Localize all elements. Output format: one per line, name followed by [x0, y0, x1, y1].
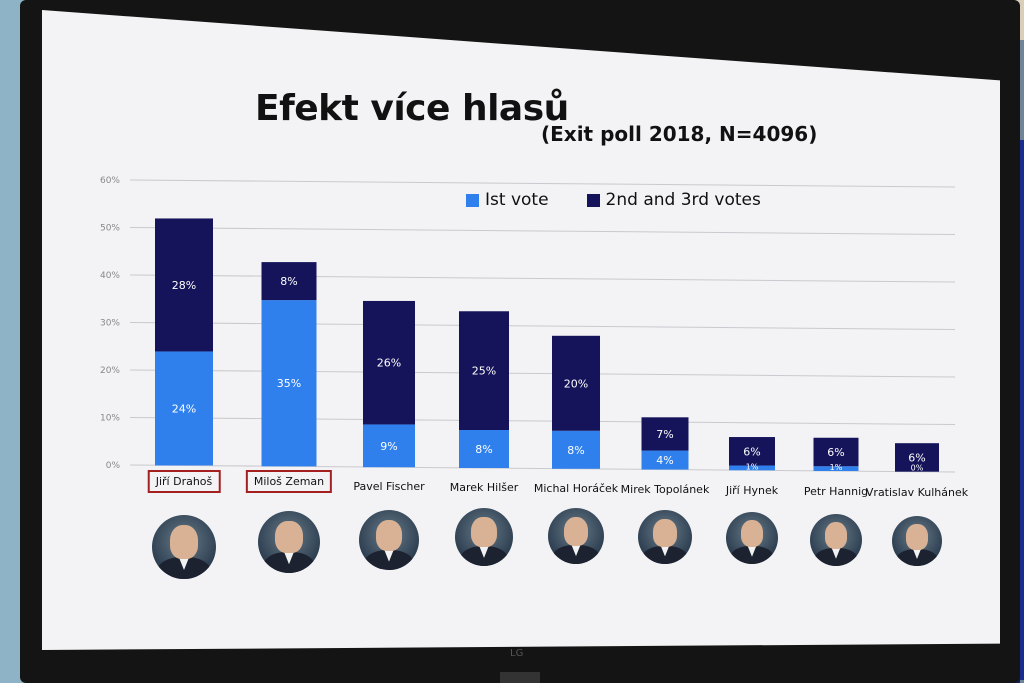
candidate-portrait: [359, 510, 419, 570]
bar-second-third-votes: [895, 443, 939, 472]
chart-subtitle: (Exit poll 2018, N=4096): [541, 122, 818, 146]
bar-value-label-second: 7%: [656, 428, 673, 441]
y-tick-label: 60%: [100, 176, 120, 186]
bar-value-label-first: 1%: [830, 463, 843, 472]
candidate-name-label: Petr Hannig: [803, 485, 869, 498]
bar-value-label-second: 8%: [280, 275, 297, 288]
bar-second-third-votes: [459, 311, 509, 431]
candidate-portrait: [810, 514, 862, 566]
bar-value-label-first: 35%: [277, 377, 301, 390]
legend-item-first: Ist vote: [466, 190, 549, 210]
gridline: [129, 322, 956, 331]
bar-value-label-first: 8%: [475, 443, 492, 456]
gridline: [129, 417, 956, 426]
tv-brand-logo: LG: [510, 648, 524, 659]
bar-second-third-votes: [552, 335, 600, 431]
chart-legend: Ist vote 2nd and 3rd votes: [466, 190, 761, 210]
gridline: [129, 179, 956, 188]
bar-value-label-second: 6%: [827, 446, 844, 459]
y-tick-label: 30%: [100, 319, 120, 329]
bar-first-vote: [641, 450, 689, 470]
y-tick-label: 20%: [100, 366, 120, 376]
bar-second-third-votes: [155, 218, 213, 352]
bar-first-vote: [552, 430, 600, 469]
y-tick-label: 40%: [100, 271, 120, 281]
bar-value-label-first: 24%: [172, 402, 196, 415]
bar-value-label-second: 6%: [908, 451, 925, 464]
tv-stand: [500, 672, 540, 683]
bar-second-third-votes: [261, 262, 317, 301]
candidate-portrait: [548, 508, 604, 564]
bar-value-label-second: 20%: [564, 377, 588, 390]
candidate-portrait: [638, 510, 692, 564]
bar-value-label-first: 8%: [567, 444, 584, 457]
candidate-portrait: [892, 516, 942, 566]
chart-title: Efekt více hlasů: [255, 88, 569, 129]
legend-swatch-first: [466, 193, 479, 207]
candidate-portrait: [455, 508, 513, 566]
candidate-name-label: Jiří Drahoš: [147, 470, 221, 493]
candidate-name-label: Marek Hilšer: [449, 481, 519, 494]
candidate-name-label: Vratislav Kulhánek: [865, 486, 969, 499]
bar-value-label-second: 28%: [172, 279, 196, 292]
gridline: [129, 274, 956, 283]
gridline: [129, 369, 956, 378]
bar-first-vote: [363, 424, 415, 468]
y-tick-label: 0%: [106, 461, 121, 471]
bar-second-third-votes: [641, 417, 689, 451]
candidate-name-label: Pavel Fischer: [353, 480, 425, 493]
bar-value-label-first: 0%: [911, 464, 924, 473]
legend-label-first: Ist vote: [485, 190, 549, 210]
candidate-name-label: Miloš Zeman: [245, 470, 333, 493]
bar-value-label-second: 6%: [743, 445, 760, 458]
candidate-portrait: [258, 511, 320, 573]
legend-label-second: 2nd and 3rd votes: [605, 190, 761, 210]
legend-swatch-second: [586, 193, 600, 207]
bar-value-label-second: 25%: [472, 365, 496, 378]
gridline: [129, 227, 956, 236]
y-tick-label: 50%: [100, 224, 120, 234]
candidate-portrait: [152, 515, 216, 579]
bar-first-vote: [459, 430, 509, 469]
bar-second-third-votes: [363, 300, 415, 425]
bar-second-third-votes: [729, 437, 775, 466]
candidate-name-label: Jiří Hynek: [725, 484, 779, 497]
legend-item-second: 2nd and 3rd votes: [586, 190, 761, 210]
bar-first-vote: [155, 351, 213, 466]
candidate-name-label: Mirek Topolánek: [620, 483, 710, 496]
bar-value-label-first: 9%: [380, 440, 397, 453]
bar-first-vote: [813, 466, 859, 472]
candidate-name-label: Michal Horáček: [533, 482, 619, 495]
y-tick-label: 10%: [100, 414, 120, 424]
bar-value-label-second: 26%: [377, 357, 401, 370]
bar-value-label-first: 1%: [746, 462, 759, 471]
bar-first-vote: [729, 465, 775, 471]
bar-value-label-first: 4%: [656, 454, 673, 467]
bar-first-vote: [261, 300, 317, 467]
candidate-portrait: [726, 512, 778, 564]
bar-second-third-votes: [813, 437, 859, 467]
